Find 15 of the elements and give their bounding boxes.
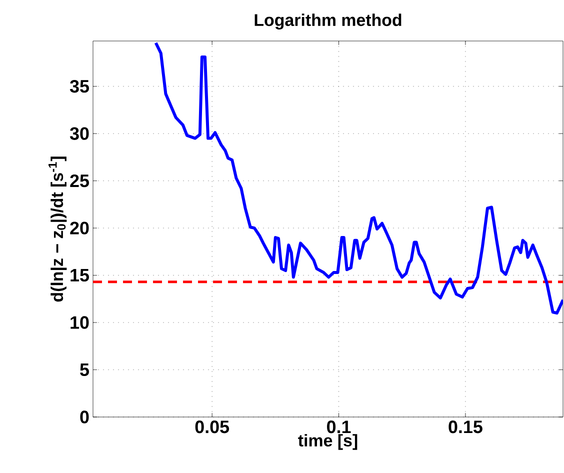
chart-title: Logarithm method [254, 14, 402, 30]
x-tick-label: 0.05 [195, 420, 230, 434]
y-tick-label: 25 [70, 174, 89, 188]
y-tick-label: 5 [80, 364, 89, 376]
line-series [154, 41, 564, 315]
y-tick-label: 35 [70, 80, 89, 93]
y-tick-label: 0 [80, 410, 89, 424]
x-axis-title: time [s] [298, 434, 358, 450]
y-tick-label: 20 [70, 222, 89, 234]
y-tick-label: 30 [70, 127, 89, 140]
y-tick-label: 15 [70, 269, 89, 282]
y-axis-title: d(ln|z − z$_{0}$|)/dt [s$^{-1}$] [48, 156, 67, 302]
x-tick-label: 0.15 [448, 420, 482, 434]
y-tick-label: 10 [70, 316, 89, 329]
x-tick-label: 0.1 [327, 420, 351, 434]
